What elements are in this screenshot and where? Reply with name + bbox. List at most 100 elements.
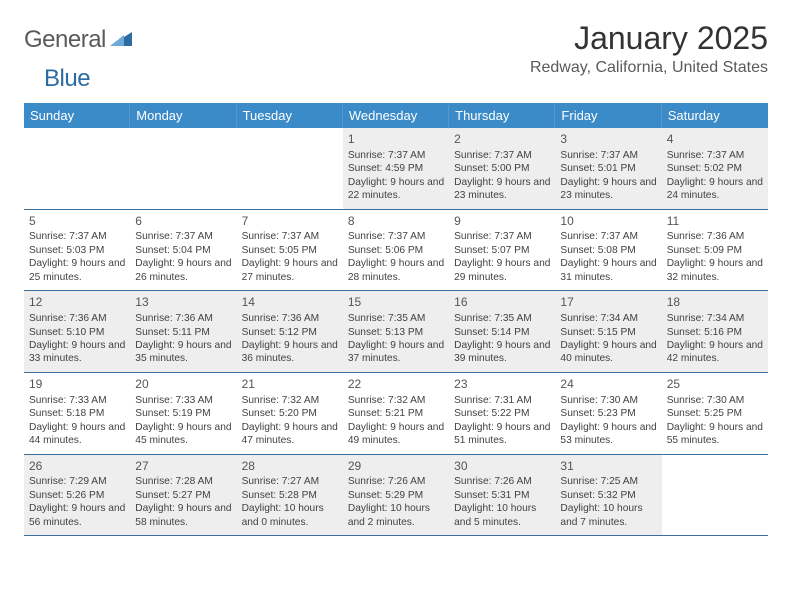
daylight-line: Daylight: 9 hours and 37 minutes. [348, 339, 444, 366]
calendar-header-cell: Thursday [449, 103, 555, 128]
sunset-line: Sunset: 5:27 PM [135, 489, 231, 502]
sunset-line: Sunset: 5:18 PM [29, 407, 125, 420]
daylight-line: Daylight: 9 hours and 40 minutes. [560, 339, 656, 366]
day-number: 13 [135, 295, 231, 311]
location-text: Redway, California, United States [530, 59, 768, 77]
sunset-line: Sunset: 5:05 PM [242, 244, 338, 257]
sunrise-line: Sunrise: 7:36 AM [135, 312, 231, 325]
sunrise-line: Sunrise: 7:33 AM [29, 394, 125, 407]
calendar-header-cell: Monday [130, 103, 236, 128]
sunset-line: Sunset: 5:32 PM [560, 489, 656, 502]
daylight-line: Daylight: 9 hours and 27 minutes. [242, 257, 338, 284]
sunset-line: Sunset: 5:20 PM [242, 407, 338, 420]
daylight-line: Daylight: 9 hours and 29 minutes. [454, 257, 550, 284]
sunset-line: Sunset: 5:15 PM [560, 326, 656, 339]
day-number: 5 [29, 214, 125, 230]
day-number: 4 [667, 132, 763, 148]
calendar-header-cell: Friday [555, 103, 661, 128]
calendar-day-cell: 8Sunrise: 7:37 AMSunset: 5:06 PMDaylight… [343, 210, 449, 291]
calendar-header-row: SundayMondayTuesdayWednesdayThursdayFrid… [24, 103, 768, 128]
day-number: 17 [560, 295, 656, 311]
daylight-line: Daylight: 9 hours and 49 minutes. [348, 421, 444, 448]
sunset-line: Sunset: 5:16 PM [667, 326, 763, 339]
day-number: 21 [242, 377, 338, 393]
calendar-day-cell: 23Sunrise: 7:31 AMSunset: 5:22 PMDayligh… [449, 373, 555, 454]
day-number: 12 [29, 295, 125, 311]
sunrise-line: Sunrise: 7:37 AM [454, 230, 550, 243]
day-number: 18 [667, 295, 763, 311]
sunset-line: Sunset: 5:14 PM [454, 326, 550, 339]
calendar-day-cell: 2Sunrise: 7:37 AMSunset: 5:00 PMDaylight… [449, 128, 555, 209]
calendar-day-cell: 16Sunrise: 7:35 AMSunset: 5:14 PMDayligh… [449, 291, 555, 372]
sunset-line: Sunset: 5:06 PM [348, 244, 444, 257]
daylight-line: Daylight: 9 hours and 22 minutes. [348, 176, 444, 203]
daylight-line: Daylight: 9 hours and 36 minutes. [242, 339, 338, 366]
daylight-line: Daylight: 9 hours and 51 minutes. [454, 421, 550, 448]
sunset-line: Sunset: 5:03 PM [29, 244, 125, 257]
daylight-line: Daylight: 9 hours and 25 minutes. [29, 257, 125, 284]
sunrise-line: Sunrise: 7:30 AM [667, 394, 763, 407]
sunrise-line: Sunrise: 7:35 AM [454, 312, 550, 325]
calendar-day-cell: 5Sunrise: 7:37 AMSunset: 5:03 PMDaylight… [24, 210, 130, 291]
calendar-day-cell: 9Sunrise: 7:37 AMSunset: 5:07 PMDaylight… [449, 210, 555, 291]
sunrise-line: Sunrise: 7:27 AM [242, 475, 338, 488]
brand-logo: General [24, 20, 134, 54]
sunset-line: Sunset: 5:02 PM [667, 162, 763, 175]
sunrise-line: Sunrise: 7:26 AM [348, 475, 444, 488]
day-number: 20 [135, 377, 231, 393]
sunset-line: Sunset: 5:28 PM [242, 489, 338, 502]
sunrise-line: Sunrise: 7:37 AM [667, 149, 763, 162]
sunrise-line: Sunrise: 7:26 AM [454, 475, 550, 488]
calendar-day-cell: 1Sunrise: 7:37 AMSunset: 4:59 PMDaylight… [343, 128, 449, 209]
sunset-line: Sunset: 5:01 PM [560, 162, 656, 175]
sunrise-line: Sunrise: 7:30 AM [560, 394, 656, 407]
day-number: 11 [667, 214, 763, 230]
day-number: 10 [560, 214, 656, 230]
sunrise-line: Sunrise: 7:37 AM [135, 230, 231, 243]
sunset-line: Sunset: 5:26 PM [29, 489, 125, 502]
logo-triangle-icon [110, 30, 132, 51]
sunset-line: Sunset: 4:59 PM [348, 162, 444, 175]
sunset-line: Sunset: 5:19 PM [135, 407, 231, 420]
brand-part1: General [24, 26, 106, 54]
sunrise-line: Sunrise: 7:25 AM [560, 475, 656, 488]
daylight-line: Daylight: 9 hours and 24 minutes. [667, 176, 763, 203]
day-number: 22 [348, 377, 444, 393]
sunset-line: Sunset: 5:09 PM [667, 244, 763, 257]
daylight-line: Daylight: 9 hours and 39 minutes. [454, 339, 550, 366]
calendar-day-cell: 3Sunrise: 7:37 AMSunset: 5:01 PMDaylight… [555, 128, 661, 209]
daylight-line: Daylight: 9 hours and 42 minutes. [667, 339, 763, 366]
day-number: 1 [348, 132, 444, 148]
calendar-empty-cell [237, 128, 343, 209]
day-number: 28 [242, 459, 338, 475]
sunset-line: Sunset: 5:21 PM [348, 407, 444, 420]
calendar-header-cell: Saturday [662, 103, 768, 128]
daylight-line: Daylight: 9 hours and 23 minutes. [560, 176, 656, 203]
day-number: 31 [560, 459, 656, 475]
title-block: January 2025 Redway, California, United … [530, 20, 768, 77]
sunrise-line: Sunrise: 7:29 AM [29, 475, 125, 488]
day-number: 8 [348, 214, 444, 230]
calendar-day-cell: 13Sunrise: 7:36 AMSunset: 5:11 PMDayligh… [130, 291, 236, 372]
sunrise-line: Sunrise: 7:36 AM [242, 312, 338, 325]
day-number: 7 [242, 214, 338, 230]
sunset-line: Sunset: 5:12 PM [242, 326, 338, 339]
calendar-day-cell: 17Sunrise: 7:34 AMSunset: 5:15 PMDayligh… [555, 291, 661, 372]
calendar-empty-cell [24, 128, 130, 209]
calendar-day-cell: 12Sunrise: 7:36 AMSunset: 5:10 PMDayligh… [24, 291, 130, 372]
day-number: 27 [135, 459, 231, 475]
calendar-day-cell: 4Sunrise: 7:37 AMSunset: 5:02 PMDaylight… [662, 128, 768, 209]
sunrise-line: Sunrise: 7:37 AM [348, 149, 444, 162]
calendar-day-cell: 22Sunrise: 7:32 AMSunset: 5:21 PMDayligh… [343, 373, 449, 454]
sunrise-line: Sunrise: 7:31 AM [454, 394, 550, 407]
daylight-line: Daylight: 9 hours and 23 minutes. [454, 176, 550, 203]
calendar-empty-cell [662, 455, 768, 536]
calendar-day-cell: 27Sunrise: 7:28 AMSunset: 5:27 PMDayligh… [130, 455, 236, 536]
sunset-line: Sunset: 5:22 PM [454, 407, 550, 420]
sunrise-line: Sunrise: 7:36 AM [667, 230, 763, 243]
day-number: 6 [135, 214, 231, 230]
day-number: 25 [667, 377, 763, 393]
daylight-line: Daylight: 10 hours and 2 minutes. [348, 502, 444, 529]
daylight-line: Daylight: 9 hours and 31 minutes. [560, 257, 656, 284]
daylight-line: Daylight: 9 hours and 56 minutes. [29, 502, 125, 529]
